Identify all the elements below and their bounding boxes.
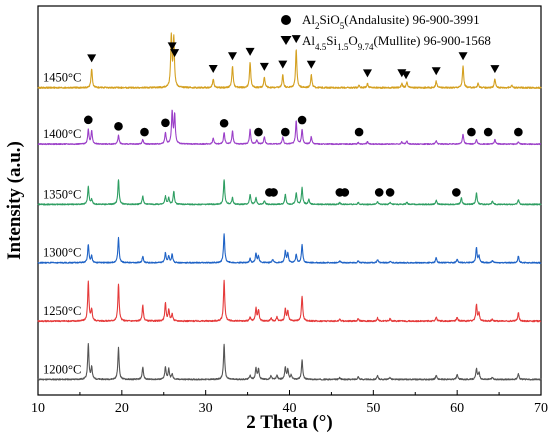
andalusite-marker xyxy=(374,188,384,197)
series-label: 1350°C xyxy=(43,187,81,201)
x-tick-label: 20 xyxy=(115,401,129,416)
legend-entry-part: 9.74 xyxy=(358,42,374,52)
series-line-1400c xyxy=(37,109,542,146)
series-line-1300c xyxy=(37,233,542,264)
mullite-marker xyxy=(306,60,316,69)
legend-entry-part: 1.5 xyxy=(337,42,349,52)
andalusite-marker xyxy=(161,118,170,128)
andalusite-marker xyxy=(254,127,263,137)
andalusite-marker xyxy=(269,188,278,197)
mullite-marker xyxy=(490,65,500,74)
mullite-marker xyxy=(362,69,372,78)
mullite-marker xyxy=(245,47,255,56)
mullite-marker xyxy=(227,52,237,61)
phase-markers xyxy=(84,35,523,197)
curve-labels: 1200°C 1250°C 1300°C 1350°C 1400°C 1450°C xyxy=(43,71,81,377)
mullite-marker xyxy=(431,67,441,76)
x-axis-label: 2 Theta (°) xyxy=(246,412,332,433)
mullite-marker xyxy=(208,65,218,74)
series-line-1250c xyxy=(37,279,542,323)
mullite-marker xyxy=(291,35,301,44)
andalusite-marker xyxy=(297,115,307,125)
andalusite-marker xyxy=(467,127,476,137)
legend-entry: Al4.5Si1.5O9.74(Mullite) 96-900-1568 xyxy=(302,33,491,52)
x-tick-label: 60 xyxy=(450,401,464,416)
legend-entry-part: 2 xyxy=(315,21,320,31)
legend-entry: Al2SiO5(Andalusite) 96-900-3991 xyxy=(302,12,480,31)
series-label: 1400°C xyxy=(43,127,81,141)
andalusite-marker xyxy=(483,127,493,137)
andalusite-marker xyxy=(385,188,395,197)
mullite-marker xyxy=(278,60,288,69)
andalusite-marker xyxy=(514,127,523,137)
andalusite-marker xyxy=(219,118,229,128)
legend-triangle-icon xyxy=(280,36,292,45)
mullite-marker xyxy=(458,52,468,61)
series-line-1450c xyxy=(37,32,542,89)
legend-entry-part: 4.5 xyxy=(315,42,327,52)
legend-entry-part: Al xyxy=(302,12,315,27)
legend-entry-part: (Andalusite) 96-900-3991 xyxy=(344,12,479,27)
x-tick-label: 10 xyxy=(31,401,45,416)
legend-circle-icon xyxy=(281,15,291,25)
x-tick-label: 70 xyxy=(534,401,548,416)
plot-frame xyxy=(37,5,542,396)
andalusite-marker xyxy=(354,127,364,137)
mullite-marker xyxy=(87,54,97,63)
legend-entry-part: SiO xyxy=(320,12,340,27)
mullite-marker xyxy=(170,49,180,58)
x-axis: 10 20 30 40 50 60 70 xyxy=(31,390,548,416)
andalusite-marker xyxy=(140,127,149,137)
x-tick-label: 40 xyxy=(283,401,297,416)
mullite-marker xyxy=(167,42,177,51)
mullite-marker xyxy=(259,62,269,71)
legend: Al2SiO5(Andalusite) 96-900-3991Al4.5Si1.… xyxy=(280,12,491,52)
andalusite-marker xyxy=(340,188,350,197)
series-label: 1450°C xyxy=(43,71,81,85)
series-label: 1250°C xyxy=(43,304,81,318)
series-label: 1300°C xyxy=(43,246,81,260)
legend-entry-part: Si xyxy=(326,33,337,48)
series-curves xyxy=(37,32,542,381)
legend-entry-part: (Mullite) 96-900-1568 xyxy=(373,33,490,48)
series-line-1200c xyxy=(37,342,542,381)
legend-entry-part: Al xyxy=(302,33,315,48)
series-line-1350c xyxy=(37,179,542,206)
andalusite-marker xyxy=(452,188,461,197)
series-label: 1200°C xyxy=(43,362,81,376)
x-tick-label: 50 xyxy=(366,401,380,416)
andalusite-marker xyxy=(281,127,290,137)
legend-entry-part: O xyxy=(348,33,357,48)
legend-entry-part: 5 xyxy=(340,21,345,31)
andalusite-marker xyxy=(84,115,93,125)
x-tick-label: 30 xyxy=(199,401,213,416)
mullite-marker xyxy=(401,71,411,80)
andalusite-marker xyxy=(114,122,123,131)
y-axis-label: Intensity (a.u.) xyxy=(4,141,25,260)
